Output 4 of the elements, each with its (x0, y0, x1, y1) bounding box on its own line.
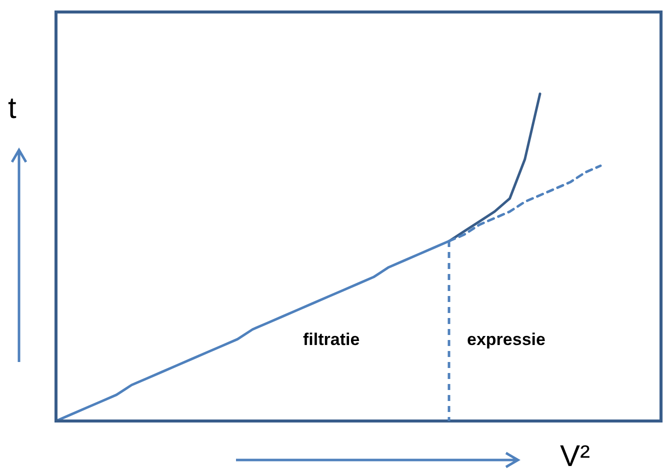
y-axis-title: t (8, 92, 16, 126)
x-axis-title: V² (560, 440, 590, 474)
annotation: expressie (467, 330, 546, 350)
annotation: filtratie (303, 330, 360, 350)
